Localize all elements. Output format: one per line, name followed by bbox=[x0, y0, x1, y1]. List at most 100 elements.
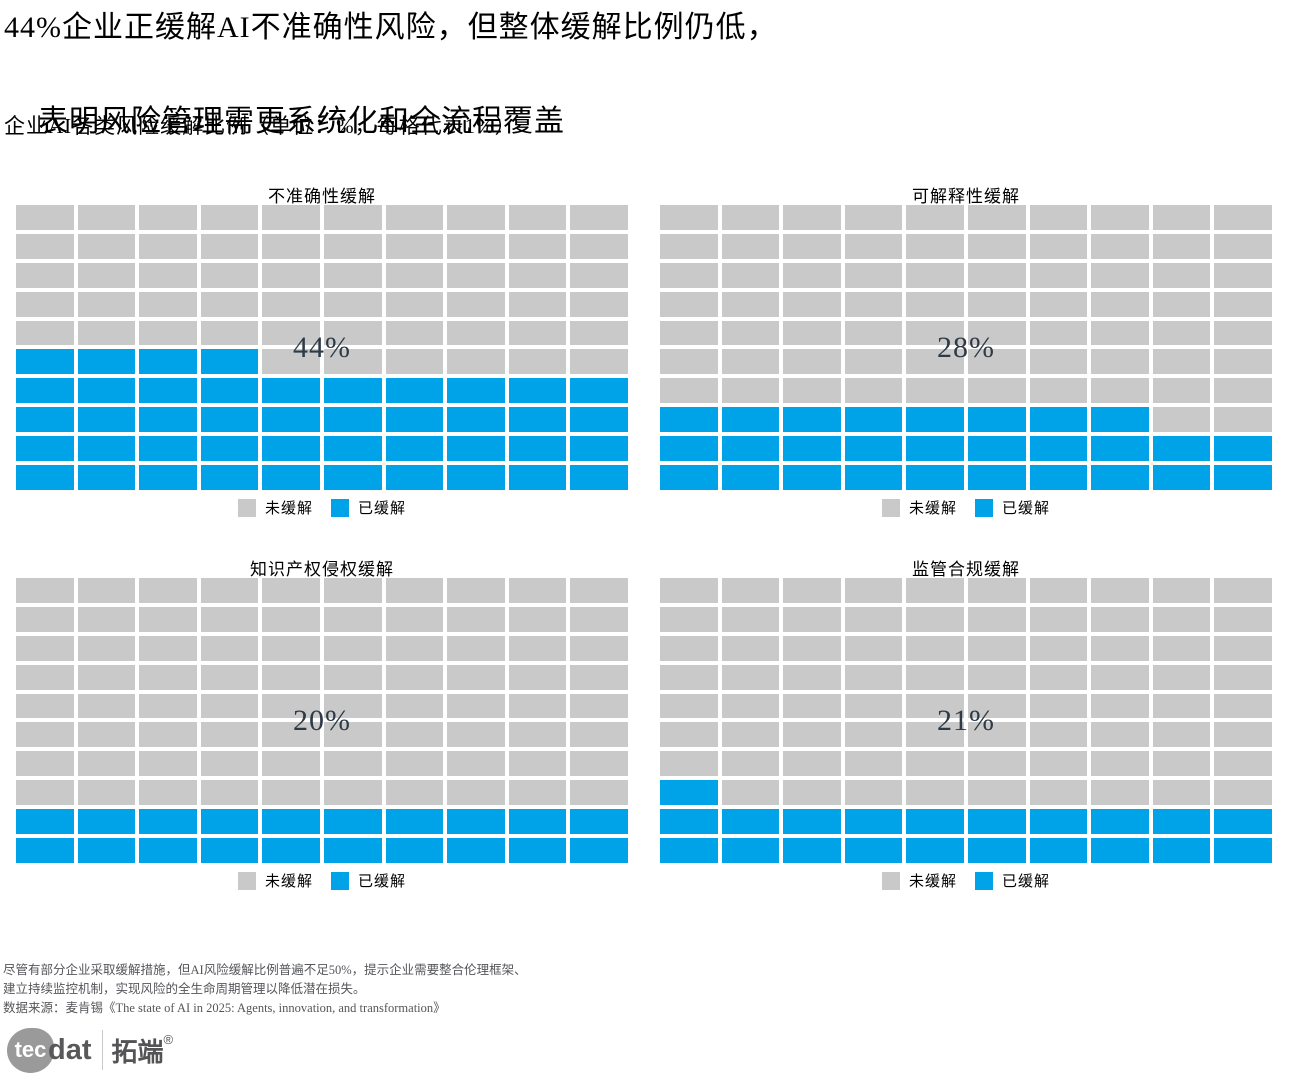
waffle-cell bbox=[1091, 635, 1149, 661]
waffle-cell bbox=[1152, 606, 1211, 632]
waffle-cell bbox=[139, 838, 197, 863]
waffle-cell bbox=[139, 809, 197, 835]
waffle-cell bbox=[967, 578, 1026, 603]
waffle-cell bbox=[508, 320, 567, 346]
waffle-cell bbox=[323, 606, 382, 632]
waffle-cell bbox=[1214, 635, 1272, 661]
waffle-cell bbox=[660, 722, 718, 748]
waffle-cell bbox=[660, 205, 718, 230]
waffle-cell bbox=[508, 664, 567, 690]
waffle-cell bbox=[200, 664, 259, 690]
waffle-cell bbox=[1152, 809, 1211, 835]
waffle-cell bbox=[570, 635, 628, 661]
waffle-cell bbox=[1029, 407, 1088, 433]
waffle-cell bbox=[139, 407, 197, 433]
waffle-cell bbox=[967, 664, 1026, 690]
waffle-cell bbox=[1091, 722, 1149, 748]
waffle-cell bbox=[967, 606, 1026, 632]
waffle-cell bbox=[323, 378, 382, 404]
waffle-cell bbox=[508, 578, 567, 603]
waffle-cell bbox=[721, 578, 780, 603]
waffle-cell bbox=[508, 606, 567, 632]
waffle-cell bbox=[967, 465, 1026, 490]
legend-swatch-mitigated bbox=[975, 498, 993, 517]
waffle-cell bbox=[385, 407, 444, 433]
waffle-cell bbox=[721, 320, 780, 346]
waffle-cell bbox=[508, 780, 567, 806]
waffle-cell bbox=[906, 664, 964, 690]
waffle-cell bbox=[660, 664, 718, 690]
waffle-cell bbox=[1091, 349, 1149, 375]
waffle-cell bbox=[844, 320, 903, 346]
waffle-cell bbox=[447, 606, 505, 632]
waffle-cell bbox=[1152, 320, 1211, 346]
waffle-cell bbox=[660, 693, 718, 719]
waffle-cell bbox=[385, 320, 444, 346]
waffle-cell bbox=[721, 378, 780, 404]
footnote: 尽管有部分企业采取缓解措施，但AI风险缓解比例普遍不足50%，提示企业需要整合伦… bbox=[3, 961, 527, 1018]
waffle-cell bbox=[1152, 578, 1211, 603]
waffle-cell bbox=[508, 809, 567, 835]
waffle-cell bbox=[1152, 262, 1211, 288]
waffle-cell bbox=[16, 349, 74, 375]
waffle-cell bbox=[570, 291, 628, 317]
waffle-cell bbox=[1091, 664, 1149, 690]
legend-label-mitigated: 已缓解 bbox=[1002, 874, 1051, 890]
waffle-cell bbox=[262, 693, 320, 719]
waffle-cell bbox=[1214, 262, 1272, 288]
waffle-cell bbox=[844, 635, 903, 661]
waffle-cell bbox=[323, 349, 382, 375]
waffle-cell bbox=[1214, 606, 1272, 632]
waffle-cell bbox=[906, 407, 964, 433]
waffle-cell bbox=[323, 291, 382, 317]
waffle-cell bbox=[844, 233, 903, 259]
waffle-cell bbox=[1152, 664, 1211, 690]
waffle-cell bbox=[906, 233, 964, 259]
legend: 未缓解 已缓解 bbox=[660, 870, 1272, 891]
waffle-cell bbox=[323, 635, 382, 661]
waffle-cell bbox=[570, 606, 628, 632]
logo-bubble-text: tec bbox=[14, 1037, 47, 1062]
waffle-cell bbox=[385, 262, 444, 288]
waffle-cell bbox=[570, 722, 628, 748]
waffle-cell bbox=[721, 722, 780, 748]
waffle-cell bbox=[323, 809, 382, 835]
legend-label-unmitigated: 未缓解 bbox=[908, 501, 957, 517]
waffle-cell bbox=[385, 809, 444, 835]
waffle-cell bbox=[721, 349, 780, 375]
waffle-cell bbox=[77, 349, 136, 375]
waffle-cell bbox=[323, 262, 382, 288]
waffle-cell bbox=[447, 407, 505, 433]
waffle-cell bbox=[1029, 838, 1088, 863]
waffle-cell bbox=[447, 320, 505, 346]
waffle-cell bbox=[967, 635, 1026, 661]
waffle-cell bbox=[844, 407, 903, 433]
legend-label-unmitigated: 未缓解 bbox=[908, 874, 957, 890]
waffle-cell bbox=[570, 349, 628, 375]
page-title-line2: 表明风险管理需更系统化和全流程覆盖 bbox=[38, 105, 565, 138]
waffle-cell bbox=[1152, 233, 1211, 259]
waffle-cell bbox=[323, 578, 382, 603]
waffle-cell bbox=[906, 780, 964, 806]
waffle-cell bbox=[447, 378, 505, 404]
waffle-cell bbox=[844, 378, 903, 404]
waffle-cell bbox=[1091, 205, 1149, 230]
waffle-cell bbox=[906, 349, 964, 375]
waffle-cell bbox=[447, 664, 505, 690]
waffle-cell bbox=[139, 291, 197, 317]
waffle-cell bbox=[660, 378, 718, 404]
waffle-cell bbox=[139, 693, 197, 719]
waffle-cell bbox=[1091, 465, 1149, 490]
waffle-cell bbox=[200, 320, 259, 346]
legend: 未缓解 已缓解 bbox=[16, 870, 628, 891]
waffle-cell bbox=[660, 465, 718, 490]
waffle-cell bbox=[1214, 291, 1272, 317]
logo-wordmark: dat bbox=[48, 1033, 92, 1066]
waffle-cell bbox=[508, 838, 567, 863]
logo-brand-text: 拓端 bbox=[111, 1036, 164, 1067]
waffle-cell bbox=[1029, 693, 1088, 719]
waffle-cell bbox=[967, 378, 1026, 404]
waffle-cell bbox=[1029, 780, 1088, 806]
waffle-cell bbox=[200, 233, 259, 259]
waffle-cell bbox=[447, 809, 505, 835]
